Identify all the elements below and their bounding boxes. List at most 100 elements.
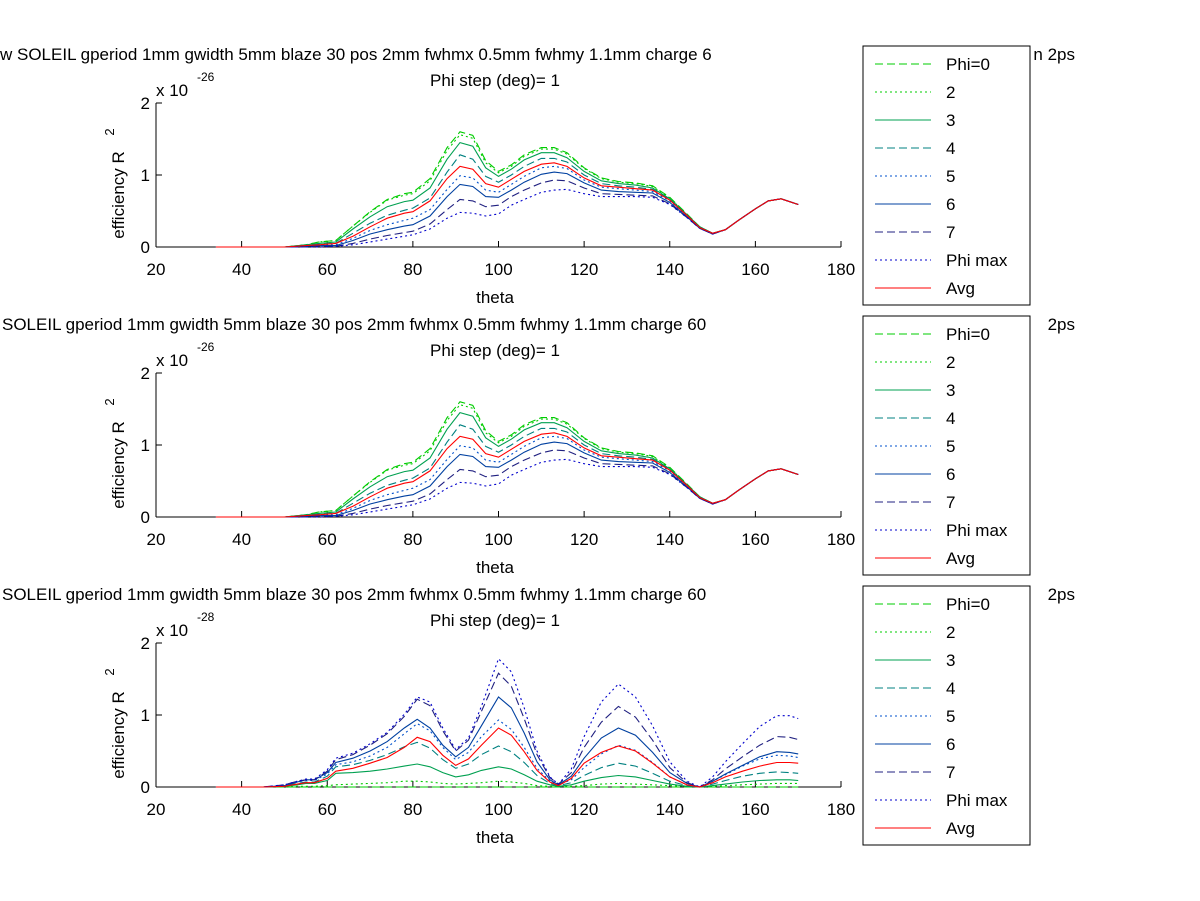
legend-label: 7 (946, 493, 955, 512)
chart-title: SOLEIL gperiod 1mm gwidth 5mm blaze 30 p… (2, 585, 706, 604)
x-tick-label: 100 (484, 530, 512, 549)
legend: Phi=0 2 3 4 5 6 7 Phi max Avg (862, 585, 1031, 846)
series-line-5 (215, 719, 799, 788)
x-tick-label: 120 (570, 260, 598, 279)
x-tick-label: 40 (232, 260, 251, 279)
y-axis-label-sup: 2 (102, 128, 117, 135)
x-tick-label: 120 (570, 800, 598, 819)
legend-label: 4 (946, 139, 955, 158)
y-tick-label: 0 (141, 508, 150, 527)
chart-subtitle: Phi step (deg)= 1 (430, 71, 560, 90)
legend-label: 5 (946, 167, 955, 186)
legend-label: 2 (946, 83, 955, 102)
legend-label: Avg (946, 549, 975, 568)
x-tick-label: 80 (403, 530, 422, 549)
series-line-7 (215, 672, 799, 788)
series-line-5 (215, 165, 799, 248)
y-tick-label: 2 (141, 364, 150, 383)
legend-label: Phi max (946, 521, 1008, 540)
series-line-2 (215, 404, 799, 518)
legend-label: 4 (946, 679, 955, 698)
x-tick-label: 100 (484, 260, 512, 279)
y-tick-label: 1 (141, 706, 150, 725)
chart-title: SOLEIL gperiod 1mm gwidth 5mm blaze 30 p… (2, 315, 706, 334)
legend-label: Phi=0 (946, 595, 990, 614)
x-tick-label: 40 (232, 530, 251, 549)
subplot-1: 20 40 60 80 100 120 140 160 180 0 1 2 w SOLEIL gperi… (0, 45, 1075, 307)
chart-title: w SOLEIL gperiod 1mm gwidth 5mm blaze 30… (0, 45, 712, 64)
exponent-base: x 10 (156, 81, 188, 100)
legend-label: 7 (946, 763, 955, 782)
legend-label: Phi=0 (946, 325, 990, 344)
legend-label: 6 (946, 195, 955, 214)
subplot-2: 20 40 60 80 100 120 140 160 180 0 1 2 SOLEIL gperiod… (2, 315, 1075, 577)
x-tick-label: 180 (827, 530, 855, 549)
y-tick-label: 0 (141, 238, 150, 257)
legend-label: 5 (946, 437, 955, 456)
legend: Phi=0 2 3 4 5 6 7 Phi max Avg (862, 315, 1031, 576)
x-tick-label: 60 (318, 800, 337, 819)
x-tick-label: 160 (741, 260, 769, 279)
series-line-6 (215, 171, 799, 248)
chart-subtitle: Phi step (deg)= 1 (430, 611, 560, 630)
exponent-power: -26 (197, 70, 215, 84)
legend-label: 6 (946, 465, 955, 484)
exponent-power: -26 (197, 340, 215, 354)
legend-label: Avg (946, 819, 975, 838)
series-line-3 (215, 411, 799, 518)
exponent-base: x 10 (156, 621, 188, 640)
x-axis-label: theta (476, 288, 514, 307)
y-axis-label-sup: 2 (102, 668, 117, 675)
y-tick-label: 2 (141, 634, 150, 653)
x-tick-label: 180 (827, 260, 855, 279)
x-axis-label: theta (476, 558, 514, 577)
legend-label: 3 (946, 381, 955, 400)
chart-subtitle: Phi step (deg)= 1 (430, 341, 560, 360)
legend-label: Phi=0 (946, 55, 990, 74)
exponent-power: -28 (197, 610, 215, 624)
series-line-8 (215, 657, 799, 788)
x-tick-label: 20 (147, 800, 166, 819)
x-tick-label: 80 (403, 260, 422, 279)
y-axis-label-sup: 2 (102, 398, 117, 405)
x-tick-label: 60 (318, 260, 337, 279)
exponent-base: x 10 (156, 351, 188, 370)
series-line-1 (215, 131, 799, 248)
x-tick-label: 160 (741, 800, 769, 819)
chart-title-tail: 2ps (1048, 315, 1075, 334)
chart-title-tail: n 2ps (1033, 45, 1075, 64)
legend-label: 2 (946, 353, 955, 372)
series-line-9 (215, 432, 799, 518)
series-line-1 (215, 401, 799, 518)
y-axis-label: efficiency R (109, 151, 128, 239)
legend-label: 3 (946, 111, 955, 130)
y-tick-label: 1 (141, 166, 150, 185)
y-axis-label: efficiency R (109, 421, 128, 509)
series-line-6 (215, 696, 799, 788)
x-tick-label: 20 (147, 260, 166, 279)
legend-label: 2 (946, 623, 955, 642)
legend-label: 4 (946, 409, 955, 428)
y-axis-label-group: efficiency R 2 (102, 128, 128, 238)
y-tick-label: 1 (141, 436, 150, 455)
legend-label: 6 (946, 735, 955, 754)
legend-label: Phi max (946, 791, 1008, 810)
y-tick-label: 2 (141, 94, 150, 113)
x-tick-label: 120 (570, 530, 598, 549)
series-line-5 (215, 435, 799, 518)
series-line-2 (215, 134, 799, 248)
x-tick-label: 100 (484, 800, 512, 819)
series-line-9 (215, 162, 799, 248)
y-axis-label: efficiency R (109, 691, 128, 779)
series-line-6 (215, 441, 799, 518)
x-tick-label: 80 (403, 800, 422, 819)
y-axis-label-group: efficiency R 2 (102, 668, 128, 778)
series-line-9 (215, 727, 799, 788)
series-line-7 (215, 449, 799, 518)
series-line-3 (215, 141, 799, 248)
y-axis-label-group: efficiency R 2 (102, 398, 128, 508)
legend-label: 7 (946, 223, 955, 242)
x-tick-label: 20 (147, 530, 166, 549)
series-line-7 (215, 179, 799, 248)
x-tick-label: 160 (741, 530, 769, 549)
